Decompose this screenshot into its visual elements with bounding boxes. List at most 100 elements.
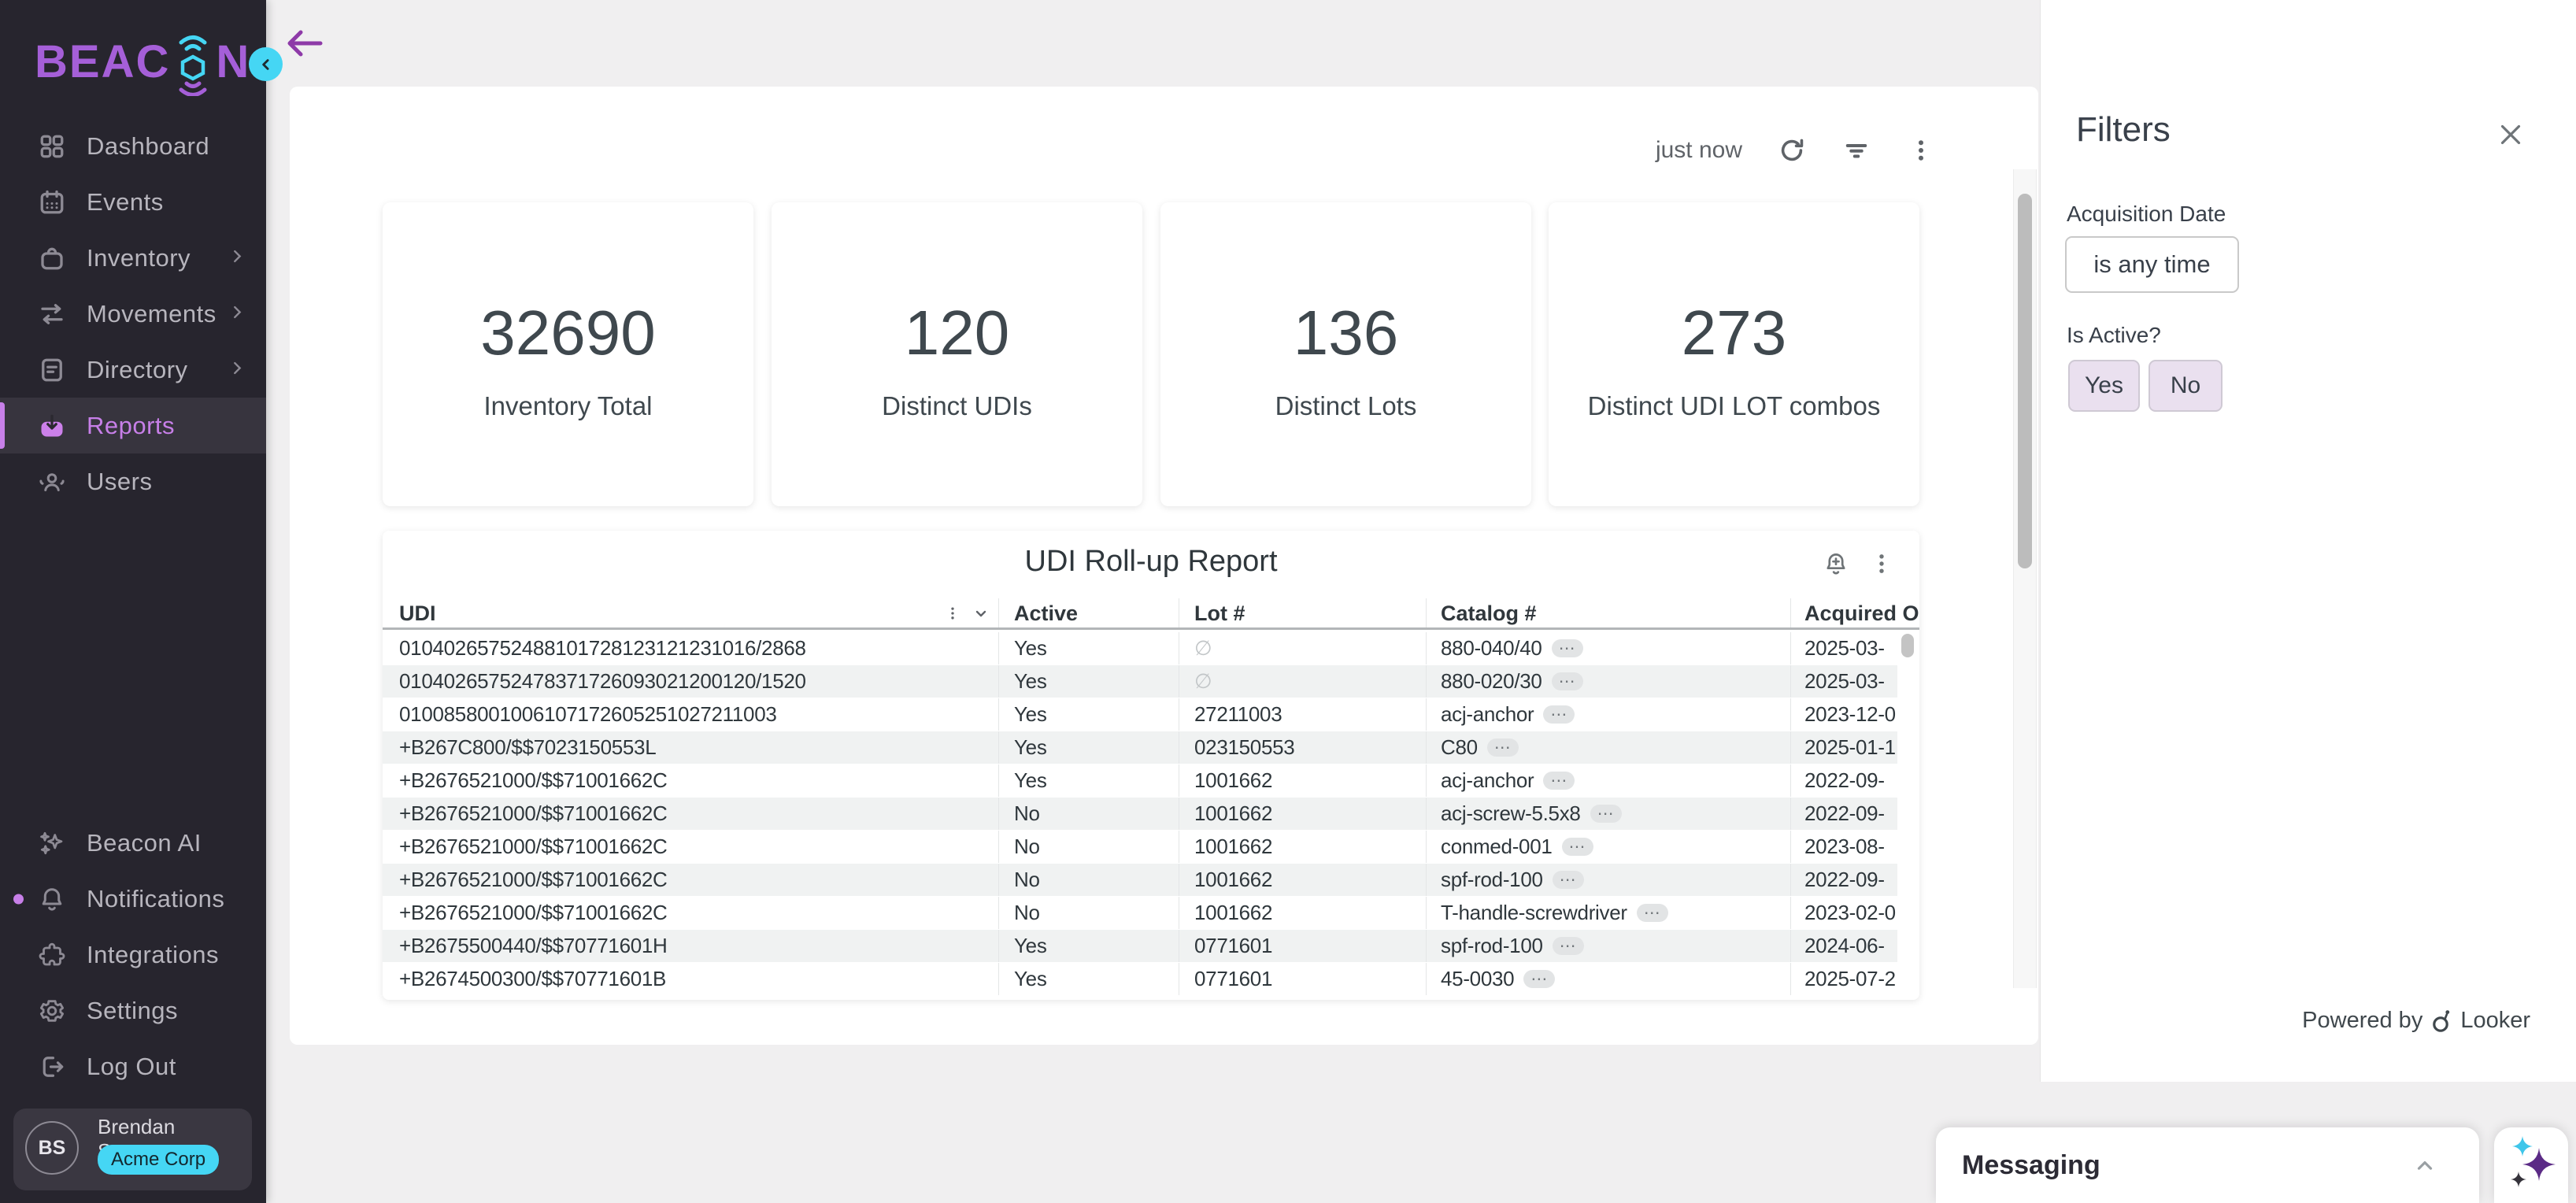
- table-row[interactable]: 01040265752488101728123121231016/2868 Ye…: [383, 632, 1897, 665]
- grid-icon: [38, 132, 66, 161]
- ai-assistant-button[interactable]: [2494, 1127, 2568, 1203]
- cell-acquired: 2023-02-0: [1804, 901, 1896, 924]
- sidebar-item-inventory[interactable]: Inventory: [0, 230, 266, 286]
- column-header-catalog[interactable]: Catalog #: [1427, 598, 1791, 627]
- cell-udi: +B2674500300/$$70771601B: [383, 963, 999, 995]
- sidebar-item-movements[interactable]: Movements: [0, 286, 266, 342]
- acquisition-date-filter[interactable]: is any time: [2065, 236, 2239, 293]
- sidebar-collapse-button[interactable]: [249, 47, 283, 81]
- table-more-options-icon[interactable]: [1867, 550, 1896, 578]
- table-header-row: UDI Active Lot # Catalog # Acquired On: [383, 598, 1919, 630]
- column-header-acquired-on[interactable]: Acquired On: [1804, 602, 1919, 625]
- avatar: BS: [25, 1121, 79, 1175]
- sidebar-item-settings[interactable]: Settings: [0, 983, 266, 1038]
- panel-scrollbar-thumb[interactable]: [2018, 194, 2032, 568]
- org-badge: Acme Corp: [98, 1145, 220, 1175]
- sidebar-item-label: Beacon AI: [87, 828, 202, 857]
- table-row[interactable]: +B2676521000/$$71001662C No 1001662 conm…: [383, 831, 1897, 864]
- column-header-udi[interactable]: UDI: [383, 598, 999, 627]
- overflow-badge-icon[interactable]: ⋯: [1636, 904, 1668, 922]
- overflow-badge-icon[interactable]: ⋯: [1523, 970, 1556, 988]
- beacon-logo-icon: [179, 35, 207, 96]
- column-menu-icon[interactable]: [945, 605, 960, 621]
- cell-acquired: 2022-09-: [1804, 801, 1885, 825]
- cell-active: Yes: [999, 963, 1179, 995]
- overflow-badge-icon[interactable]: ⋯: [1543, 772, 1575, 790]
- table-title: UDI Roll-up Report: [1024, 545, 1278, 578]
- overflow-badge-icon[interactable]: ⋯: [1552, 937, 1584, 955]
- table-row[interactable]: +B2675500440/$$70771601H Yes 0771601 spf…: [383, 930, 1897, 963]
- stat-card-inventory-total: 32690 Inventory Total: [383, 202, 753, 506]
- is-active-yes-button[interactable]: Yes: [2068, 360, 2140, 412]
- primary-nav: Dashboard Events Inventory: [0, 118, 266, 509]
- cell-active: Yes: [999, 632, 1179, 664]
- sidebar-item-dashboard[interactable]: Dashboard: [0, 118, 266, 174]
- cell-udi: +B2676521000/$$71001662C: [383, 764, 999, 797]
- sidebar-item-reports[interactable]: Reports: [0, 398, 266, 453]
- overflow-badge-icon[interactable]: ⋯: [1543, 705, 1575, 724]
- app-logo[interactable]: BEAC N: [35, 28, 250, 96]
- sidebar-item-directory[interactable]: Directory: [0, 342, 266, 398]
- cell-catalog: conmed-001 ⋯: [1427, 831, 1791, 863]
- sidebar-item-integrations[interactable]: Integrations: [0, 927, 266, 983]
- overflow-badge-icon[interactable]: ⋯: [1590, 805, 1622, 823]
- stat-card-distinct-lots: 136 Distinct Lots: [1160, 202, 1531, 506]
- cell-lot: 0771601: [1179, 963, 1427, 995]
- column-header-lot[interactable]: Lot #: [1179, 598, 1427, 627]
- close-filters-button[interactable]: [2494, 118, 2527, 151]
- null-value-icon: ∅: [1194, 636, 1212, 660]
- sidebar-item-users[interactable]: Users: [0, 453, 266, 509]
- cell-udi: 01040265752478371726093021200120/1520: [383, 665, 999, 698]
- stat-label: Inventory Total: [483, 391, 653, 420]
- is-active-no-button[interactable]: No: [2149, 360, 2223, 412]
- filter-icon[interactable]: [1841, 135, 1871, 165]
- cell-catalog: C80 ⋯: [1427, 731, 1791, 764]
- sidebar-item-events[interactable]: Events: [0, 174, 266, 230]
- cell-catalog: T-handle-screwdriver ⋯: [1427, 897, 1791, 929]
- people-icon: [38, 468, 66, 496]
- table-row[interactable]: +B2676521000/$$71001662C Yes 1001662 acj…: [383, 764, 1897, 798]
- table-scrollbar[interactable]: [1901, 634, 1914, 657]
- messaging-title: Messaging: [1962, 1150, 2100, 1180]
- stat-value: 273: [1681, 298, 1787, 368]
- cell-acquired: 2023-08-: [1804, 835, 1885, 858]
- chevron-right-icon: [228, 247, 246, 268]
- cell-catalog: acj-anchor ⋯: [1427, 698, 1791, 731]
- cell-catalog: 880-020/30 ⋯: [1427, 665, 1791, 698]
- cell-active: No: [999, 798, 1179, 830]
- report-download-icon: [38, 412, 66, 440]
- overflow-badge-icon[interactable]: ⋯: [1561, 838, 1593, 856]
- looker-logo-icon: [2433, 1009, 2450, 1032]
- column-header-active[interactable]: Active: [999, 598, 1179, 627]
- chevron-up-icon[interactable]: [2411, 1154, 2438, 1182]
- overflow-badge-icon[interactable]: ⋯: [1551, 639, 1583, 657]
- table-row[interactable]: +B2676521000/$$71001662C No 1001662 T-ha…: [383, 897, 1897, 930]
- sidebar-item-notifications[interactable]: Notifications: [0, 871, 266, 927]
- table-row[interactable]: 01040265752478371726093021200120/1520 Ye…: [383, 665, 1897, 698]
- table-row[interactable]: +B2676521000/$$71001662C No 1001662 acj-…: [383, 798, 1897, 831]
- table-row[interactable]: 0100858001006107172605251027211003 Yes 2…: [383, 698, 1897, 731]
- more-options-icon[interactable]: [1906, 135, 1936, 165]
- cell-active: Yes: [999, 930, 1179, 962]
- table-row[interactable]: +B2674500300/$$70771601B Yes 0771601 45-…: [383, 963, 1897, 996]
- panel-scrollbar-track[interactable]: [2013, 169, 2037, 988]
- cell-acquired: 2022-09-: [1804, 768, 1885, 792]
- overflow-badge-icon[interactable]: ⋯: [1486, 738, 1519, 757]
- alert-bell-icon[interactable]: [1822, 550, 1850, 578]
- table-row[interactable]: +B2676521000/$$71001662C No 1001662 spf-…: [383, 864, 1897, 897]
- cell-active: No: [999, 864, 1179, 896]
- sort-chevron-down-icon[interactable]: [972, 604, 990, 623]
- overflow-badge-icon[interactable]: ⋯: [1552, 871, 1584, 889]
- messaging-bar[interactable]: Messaging: [1936, 1127, 2479, 1203]
- active-indicator: [0, 402, 5, 449]
- user-profile-card[interactable]: BS Brendan Sweeney Acme Corp: [13, 1109, 252, 1190]
- stat-label: Distinct Lots: [1275, 391, 1417, 420]
- sidebar-item-beacon-ai[interactable]: Beacon AI: [0, 815, 266, 871]
- sidebar-item-logout[interactable]: Log Out: [0, 1038, 266, 1094]
- cell-active: Yes: [999, 698, 1179, 731]
- table-row[interactable]: +B267C800/$$7023150553L Yes 023150553 C8…: [383, 731, 1897, 764]
- cell-acquired: 2025-07-2: [1804, 967, 1896, 990]
- refresh-icon[interactable]: [1777, 135, 1807, 165]
- back-button[interactable]: [286, 25, 324, 61]
- overflow-badge-icon[interactable]: ⋯: [1551, 672, 1583, 690]
